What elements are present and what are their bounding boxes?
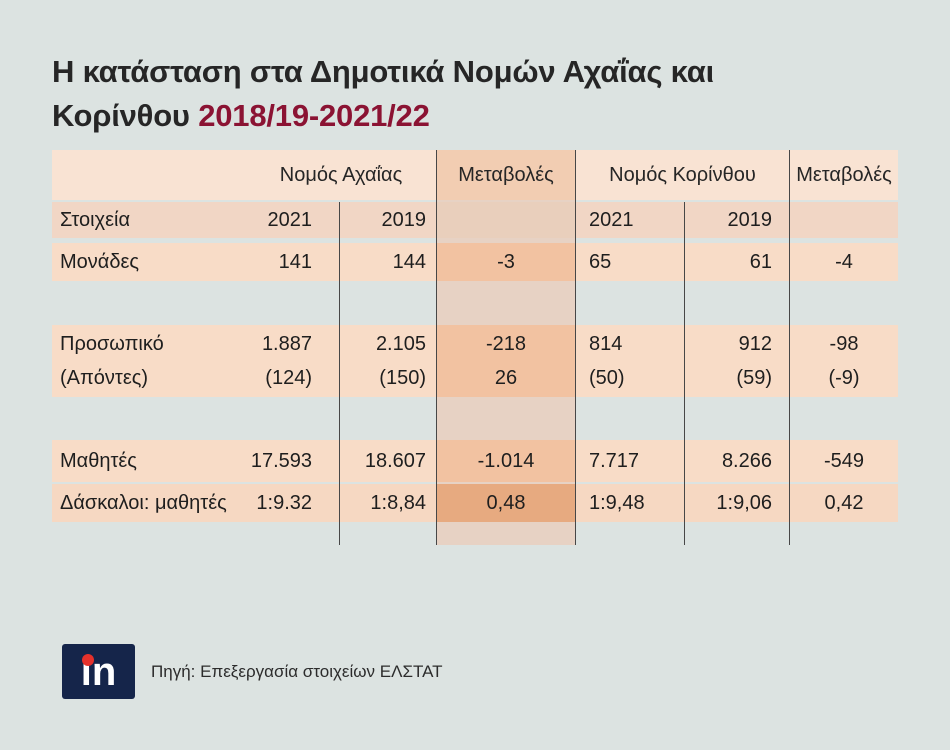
cell-korinthos-2019: 61 [685, 243, 790, 281]
cell-achaia-2019: 1:8,84 [340, 484, 437, 522]
group-header-changes-achaia: Μεταβολές [437, 150, 575, 200]
title-line2: Κορίνθου [52, 98, 199, 134]
column-header-label: Στοιχεία [52, 202, 245, 238]
cell-change-achaia: -218 26 [437, 325, 575, 397]
cell-korinthos-2021: 65 [575, 243, 685, 281]
cell-achaia-2019: 18.607 [340, 440, 437, 482]
ingr-logo-red-dot-icon [82, 654, 94, 666]
group-header-spacer [52, 150, 245, 200]
column-divider [575, 150, 576, 545]
cell-korinthos-2021: 1:9,48 [575, 484, 685, 522]
cell-change-korinthos: -549 [790, 440, 898, 482]
cell-change-korinthos: -98 (-9) [790, 325, 898, 397]
cell-change-korinthos: 0,42 [790, 484, 898, 522]
column-divider [339, 202, 340, 545]
table-row-teacher-student-ratio: Δάσκαλοι: μαθητές 1:9.32 1:8,84 0,48 1:9… [52, 484, 898, 522]
group-header-korinthos: Νομός Κορίνθου [575, 150, 790, 200]
cell-achaia-2019: 2.105 (150) [340, 325, 437, 397]
footer: in Πηγή: Επεξεργασία στοιχείων ΕΛΣΤΑΤ [62, 644, 443, 699]
group-header-achaia: Νομός Αχαΐας [245, 150, 437, 200]
column-header-achaia-2019: 2019 [340, 202, 437, 238]
column-header-changes-korinthos [790, 202, 898, 238]
row-label: Δάσκαλοι: μαθητές [52, 484, 245, 522]
row-label: Μονάδες [52, 243, 245, 281]
cell-change-achaia: -1.014 [437, 440, 575, 482]
cell-change-achaia: 0,48 [437, 484, 575, 522]
row-label: Μαθητές [52, 440, 245, 482]
table-row-students: Μαθητές 17.593 18.607 -1.014 7.717 8.266… [52, 440, 898, 482]
table-row-staff: Προσωπικό (Απόντες) 1.887 (124) 2.105 (1… [52, 325, 898, 397]
cell-achaia-2021: 1:9.32 [245, 484, 340, 522]
column-divider [436, 150, 437, 545]
column-header-changes-achaia [437, 202, 575, 238]
cell-korinthos-2019: 912 (59) [685, 325, 790, 397]
title-line1: Η κατάσταση στα Δημοτικά Νομών Αχαΐας κα… [52, 54, 714, 89]
group-header-row: Νομός Αχαΐας Μεταβολές Νομός Κορίνθου Με… [52, 150, 898, 200]
cell-achaia-2021: 1.887 (124) [245, 325, 340, 397]
cell-achaia-2021: 141 [245, 243, 340, 281]
column-header-korinthos-2021: 2021 [575, 202, 685, 238]
cell-change-achaia: -3 [437, 243, 575, 281]
ingr-logo: in [62, 644, 135, 699]
table-row-units: Μονάδες 141 144 -3 65 61 -4 [52, 243, 898, 281]
column-header-achaia-2021: 2021 [245, 202, 340, 238]
cell-achaia-2021: 17.593 [245, 440, 340, 482]
cell-change-korinthos: -4 [790, 243, 898, 281]
cell-korinthos-2021: 814 (50) [575, 325, 685, 397]
cell-korinthos-2019: 1:9,06 [685, 484, 790, 522]
row-label: Προσωπικό (Απόντες) [52, 325, 245, 397]
column-divider [789, 150, 790, 545]
title-school-years: 2018/19-2021/22 [198, 98, 430, 134]
source-attribution: Πηγή: Επεξεργασία στοιχείων ΕΛΣΤΑΤ [151, 661, 443, 681]
column-divider [684, 202, 685, 545]
cell-korinthos-2021: 7.717 [575, 440, 685, 482]
data-table: Νομός Αχαΐας Μεταβολές Νομός Κορίνθου Με… [52, 150, 898, 545]
group-header-changes-korinthos: Μεταβολές [790, 150, 898, 200]
column-header-korinthos-2019: 2019 [685, 202, 790, 238]
cell-achaia-2019: 144 [340, 243, 437, 281]
cell-korinthos-2019: 8.266 [685, 440, 790, 482]
page-title: Η κατάσταση στα Δημοτικά Νομών Αχαΐας κα… [52, 50, 714, 138]
column-header-row: Στοιχεία 2021 2019 2021 2019 [52, 202, 898, 238]
